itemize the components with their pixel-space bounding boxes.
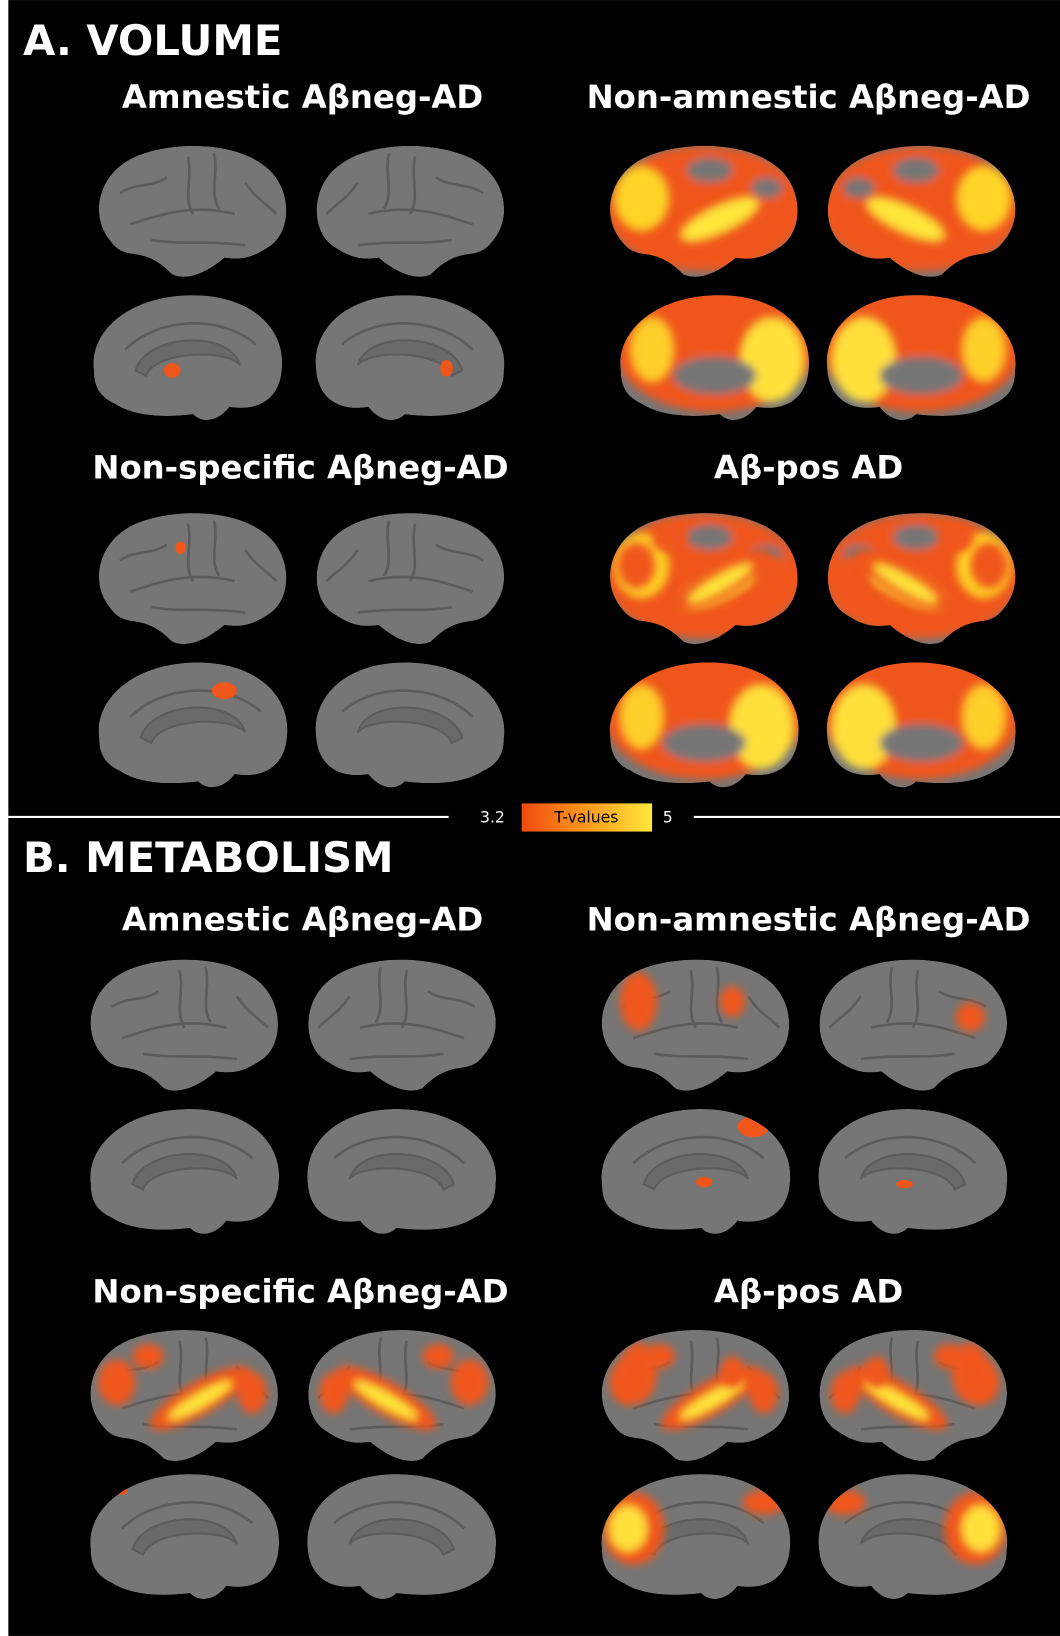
panel-title: Aβ-pos AD	[714, 1273, 903, 1311]
figure: A. VOLUME Amnestic Aβneg-AD Non-amnestic…	[0, 0, 1060, 1636]
panel-title: Non-specific Aβneg-AD	[92, 1273, 508, 1311]
colorbar-label: T-values	[553, 808, 618, 827]
panel-title: Non-specific Aβneg-AD	[92, 449, 508, 487]
panel-title: Non-amnestic Aβneg-AD	[587, 900, 1031, 938]
colorbar-min: 3.2	[480, 808, 505, 827]
colorbar-max: 5	[663, 808, 673, 827]
panel-title: Aβ-pos AD	[714, 449, 903, 487]
section-title: B. METABOLISM	[23, 833, 394, 882]
panel-title: Amnestic Aβneg-AD	[122, 900, 483, 938]
panel-title: Amnestic Aβneg-AD	[122, 78, 483, 116]
section-title: A. VOLUME	[23, 16, 282, 65]
panel-title: Non-amnestic Aβneg-AD	[587, 78, 1031, 116]
